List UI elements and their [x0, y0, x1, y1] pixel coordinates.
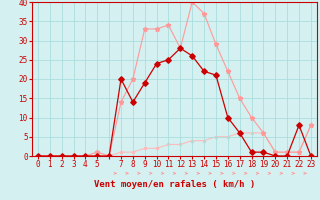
X-axis label: Vent moyen/en rafales ( km/h ): Vent moyen/en rafales ( km/h ): [94, 180, 255, 189]
